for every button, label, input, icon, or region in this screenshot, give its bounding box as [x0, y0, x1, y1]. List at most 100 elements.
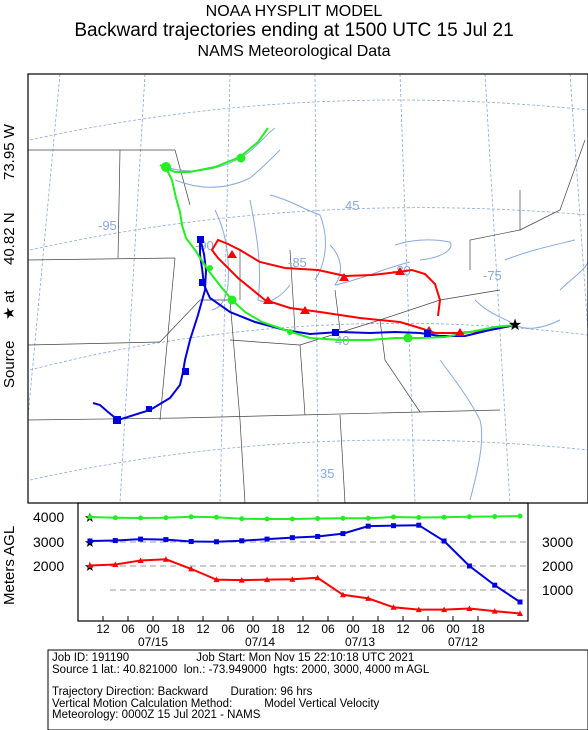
- x-tick-label: 12: [96, 622, 110, 636]
- height-series-green: [89, 515, 521, 520]
- trajectory-green-markers: [161, 153, 413, 343]
- x-date-label: 07/12: [448, 635, 478, 649]
- height-point: [213, 539, 219, 545]
- trajectory-marker: [263, 296, 273, 304]
- height-point: [390, 604, 397, 610]
- height-point: [466, 514, 472, 520]
- x-tick-label: 18: [471, 622, 485, 636]
- height-series-red: [89, 558, 521, 615]
- height-point: [188, 565, 195, 572]
- height-point: [213, 576, 220, 583]
- height-point: [492, 514, 498, 520]
- height-point: [492, 582, 498, 588]
- chart-title: Backward trajectories ending at 1500 UTC…: [74, 20, 514, 41]
- y-tick-left: 4000: [33, 509, 64, 525]
- y-tick-left: 3000: [33, 534, 64, 550]
- height-point: [188, 514, 194, 520]
- x-tick-label: 06: [421, 622, 435, 636]
- height-point: [87, 514, 93, 520]
- x-ticks: [102, 616, 479, 621]
- trajectory-marker: [339, 273, 349, 281]
- y-tick-left: 2000: [33, 558, 64, 574]
- height-point: [112, 515, 118, 521]
- height-point: [163, 515, 169, 521]
- height-point: [416, 515, 422, 521]
- lon-label: -75: [483, 268, 502, 283]
- height-point: [340, 515, 346, 521]
- height-point: [112, 538, 118, 544]
- height-series: [87, 513, 523, 617]
- height-point: [163, 537, 169, 543]
- footer-line-job: Job ID: 191190 Job Start: Mon Nov 15 22:…: [52, 652, 415, 664]
- height-point: [87, 562, 93, 569]
- y-ticks-left: 4000 3000 2000: [33, 509, 64, 574]
- height-point: [137, 557, 144, 563]
- trajectory-marker: [197, 236, 204, 243]
- trajectory-marker: [161, 162, 171, 172]
- height-point: [112, 561, 119, 568]
- trajectory-blue-markers: [113, 236, 431, 424]
- height-point: [264, 576, 271, 583]
- y-tick-right: 3000: [542, 534, 573, 550]
- footer-line-source: Source 1 lat.: 40.821000 lon.: -73.94900…: [52, 663, 430, 676]
- height-point: [238, 577, 245, 583]
- source-lat: 40.82 N: [1, 212, 18, 265]
- footer-frame: [47, 649, 588, 730]
- chart-header: NOAA HYSPLIT MODEL Backward trajectories…: [0, 0, 588, 72]
- x-tick-label: 00: [146, 622, 160, 636]
- x-tick-label: 18: [171, 622, 185, 636]
- height-point: [239, 538, 245, 544]
- state-borders: [28, 139, 586, 503]
- map-frame: [27, 73, 588, 504]
- height-point: [391, 523, 397, 529]
- height-point: [264, 516, 270, 522]
- footer-info: Job ID: 191190 Job Start: Mon Nov 15 22:…: [52, 652, 430, 722]
- footer-line-direction: Trajectory Direction: Backward Duration:…: [52, 686, 313, 698]
- trajectory-marker: [182, 368, 189, 375]
- height-frame: [77, 502, 529, 622]
- y-ticks-right: 3000 2000 1000: [542, 534, 573, 598]
- x-date-label: 07/13: [345, 635, 375, 649]
- trajectory-marker: [227, 295, 237, 305]
- x-tick-labels: 12 06 00 18 12 06 00 18 12 06 00 18 12 06 00 18: [96, 622, 485, 636]
- map-panel: -95 -90 -85 -80 -75 45 40 35: [27, 73, 588, 504]
- x-tick-label: 12: [396, 622, 410, 636]
- height-point: [264, 536, 270, 542]
- height-point: [188, 539, 194, 545]
- source-lon: 73.95 W: [1, 123, 18, 180]
- height-point: [517, 513, 523, 519]
- height-point: [138, 536, 144, 542]
- trajectory-marker: [455, 328, 465, 336]
- height-panel: Meters AGL 4000 3000 2000 3000 2000 1000…: [1, 502, 573, 649]
- height-point: [365, 523, 371, 529]
- footer-line-method: Vertical Motion Calculation Method: Mode…: [52, 697, 380, 710]
- height-gridlines: [110, 541, 528, 591]
- height-point: [416, 522, 422, 528]
- trajectory-marker: [113, 416, 121, 424]
- x-tick-label: 00: [246, 622, 260, 636]
- trajectory-marker: [199, 279, 206, 286]
- trajectory-blue: [92, 237, 516, 422]
- height-point: [365, 515, 371, 521]
- height-point: [415, 606, 422, 613]
- trajectory-marker: [395, 267, 405, 275]
- y-axis-label: Meters AGL: [1, 526, 18, 605]
- height-point: [441, 606, 448, 613]
- x-tick-label: 00: [446, 622, 460, 636]
- star-icon: ★: [1, 307, 18, 320]
- height-point: [289, 535, 295, 541]
- height-point: [213, 514, 219, 520]
- x-date-labels: 07/15 07/14 07/13 07/12: [138, 635, 478, 649]
- height-point: [365, 595, 372, 601]
- x-tick-label: 12: [296, 622, 310, 636]
- trajectory-red: [210, 238, 516, 334]
- map-basemap: -95 -90 -85 -80 -75 45 40 35: [28, 74, 588, 503]
- trajectory-marker: [300, 306, 310, 314]
- y-tick-right: 1000: [542, 582, 573, 598]
- x-date-label: 07/14: [245, 635, 275, 649]
- height-point: [289, 516, 295, 522]
- height-point: [517, 599, 523, 605]
- lat-label: 35: [320, 466, 334, 481]
- x-tick-label: 12: [196, 622, 210, 636]
- x-tick-label: 18: [371, 622, 385, 636]
